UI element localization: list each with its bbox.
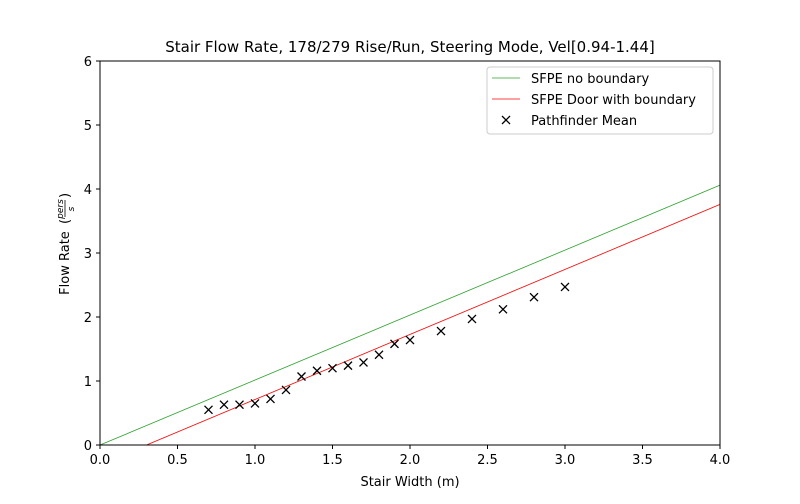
x-tick-label: 2.5 bbox=[477, 453, 498, 468]
data-point bbox=[343, 361, 353, 371]
data-point bbox=[390, 339, 399, 349]
legend-label-2: Pathfinder Mean bbox=[531, 114, 637, 129]
data-point bbox=[374, 350, 384, 360]
y-tick-label: 2 bbox=[84, 311, 92, 326]
y-tick-label: 3 bbox=[84, 247, 92, 262]
data-point bbox=[467, 314, 477, 324]
y-axis-label-paren-open: ( bbox=[58, 219, 73, 224]
series-line-0 bbox=[99, 184, 721, 446]
x-ticks: 0.0 0.5 1.0 1.5 2.0 2.5 3.0 3.5 4.0 bbox=[90, 445, 731, 468]
data-point bbox=[560, 282, 570, 292]
y-tick-label: 1 bbox=[84, 375, 92, 390]
data-point bbox=[405, 335, 415, 345]
data-point bbox=[219, 400, 229, 410]
legend-box bbox=[486, 66, 714, 135]
y-axis-label-group: Flow Rate ( pers s ) bbox=[56, 193, 77, 295]
data-point bbox=[328, 363, 337, 373]
x-tick-label: 1.0 bbox=[245, 453, 266, 468]
series-line-1 bbox=[146, 203, 721, 446]
data-point bbox=[359, 357, 368, 367]
x-tick-label: 3.0 bbox=[555, 453, 576, 468]
data-point bbox=[204, 405, 213, 415]
legend: SFPE no boundary SFPE Door with boundary P… bbox=[486, 66, 714, 135]
y-axis-label-denominator: s bbox=[67, 206, 77, 211]
legend-label-1: SFPE Door with boundary bbox=[531, 93, 696, 108]
y-ticks: 0 1 2 3 4 5 6 bbox=[84, 55, 100, 454]
plot-area bbox=[99, 184, 721, 446]
y-tick-label: 0 bbox=[84, 439, 92, 454]
data-point bbox=[312, 366, 322, 376]
x-tick-label: 2.0 bbox=[400, 453, 421, 468]
y-axis-label-paren-close: ) bbox=[58, 193, 73, 198]
data-point bbox=[235, 400, 244, 410]
x-tick-label: 0.0 bbox=[90, 453, 111, 468]
x-tick-label: 4.0 bbox=[710, 453, 731, 468]
data-point bbox=[297, 372, 306, 381]
x-tick-label: 1.5 bbox=[322, 453, 343, 468]
y-axis-label: Flow Rate bbox=[58, 231, 73, 295]
data-point bbox=[529, 292, 539, 302]
y-tick-label: 6 bbox=[84, 55, 92, 70]
y-axis-label-text: Flow Rate bbox=[58, 231, 73, 295]
x-tick-label: 3.5 bbox=[632, 453, 653, 468]
y-tick-label: 5 bbox=[84, 119, 92, 134]
x-axis-label: Stair Width (m) bbox=[360, 475, 459, 490]
data-point bbox=[266, 394, 275, 404]
y-tick-label: 4 bbox=[84, 183, 92, 198]
chart-title: Stair Flow Rate, 178/279 Rise/Run, Steer… bbox=[165, 38, 655, 56]
data-point bbox=[250, 398, 260, 408]
data-point bbox=[498, 304, 508, 314]
y-axis-label-numerator: pers bbox=[56, 199, 66, 220]
data-point bbox=[436, 326, 446, 336]
x-tick-label: 0.5 bbox=[167, 453, 188, 468]
legend-marker-2 bbox=[501, 115, 511, 125]
data-point bbox=[281, 385, 291, 395]
legend-label-0: SFPE no boundary bbox=[531, 72, 649, 87]
